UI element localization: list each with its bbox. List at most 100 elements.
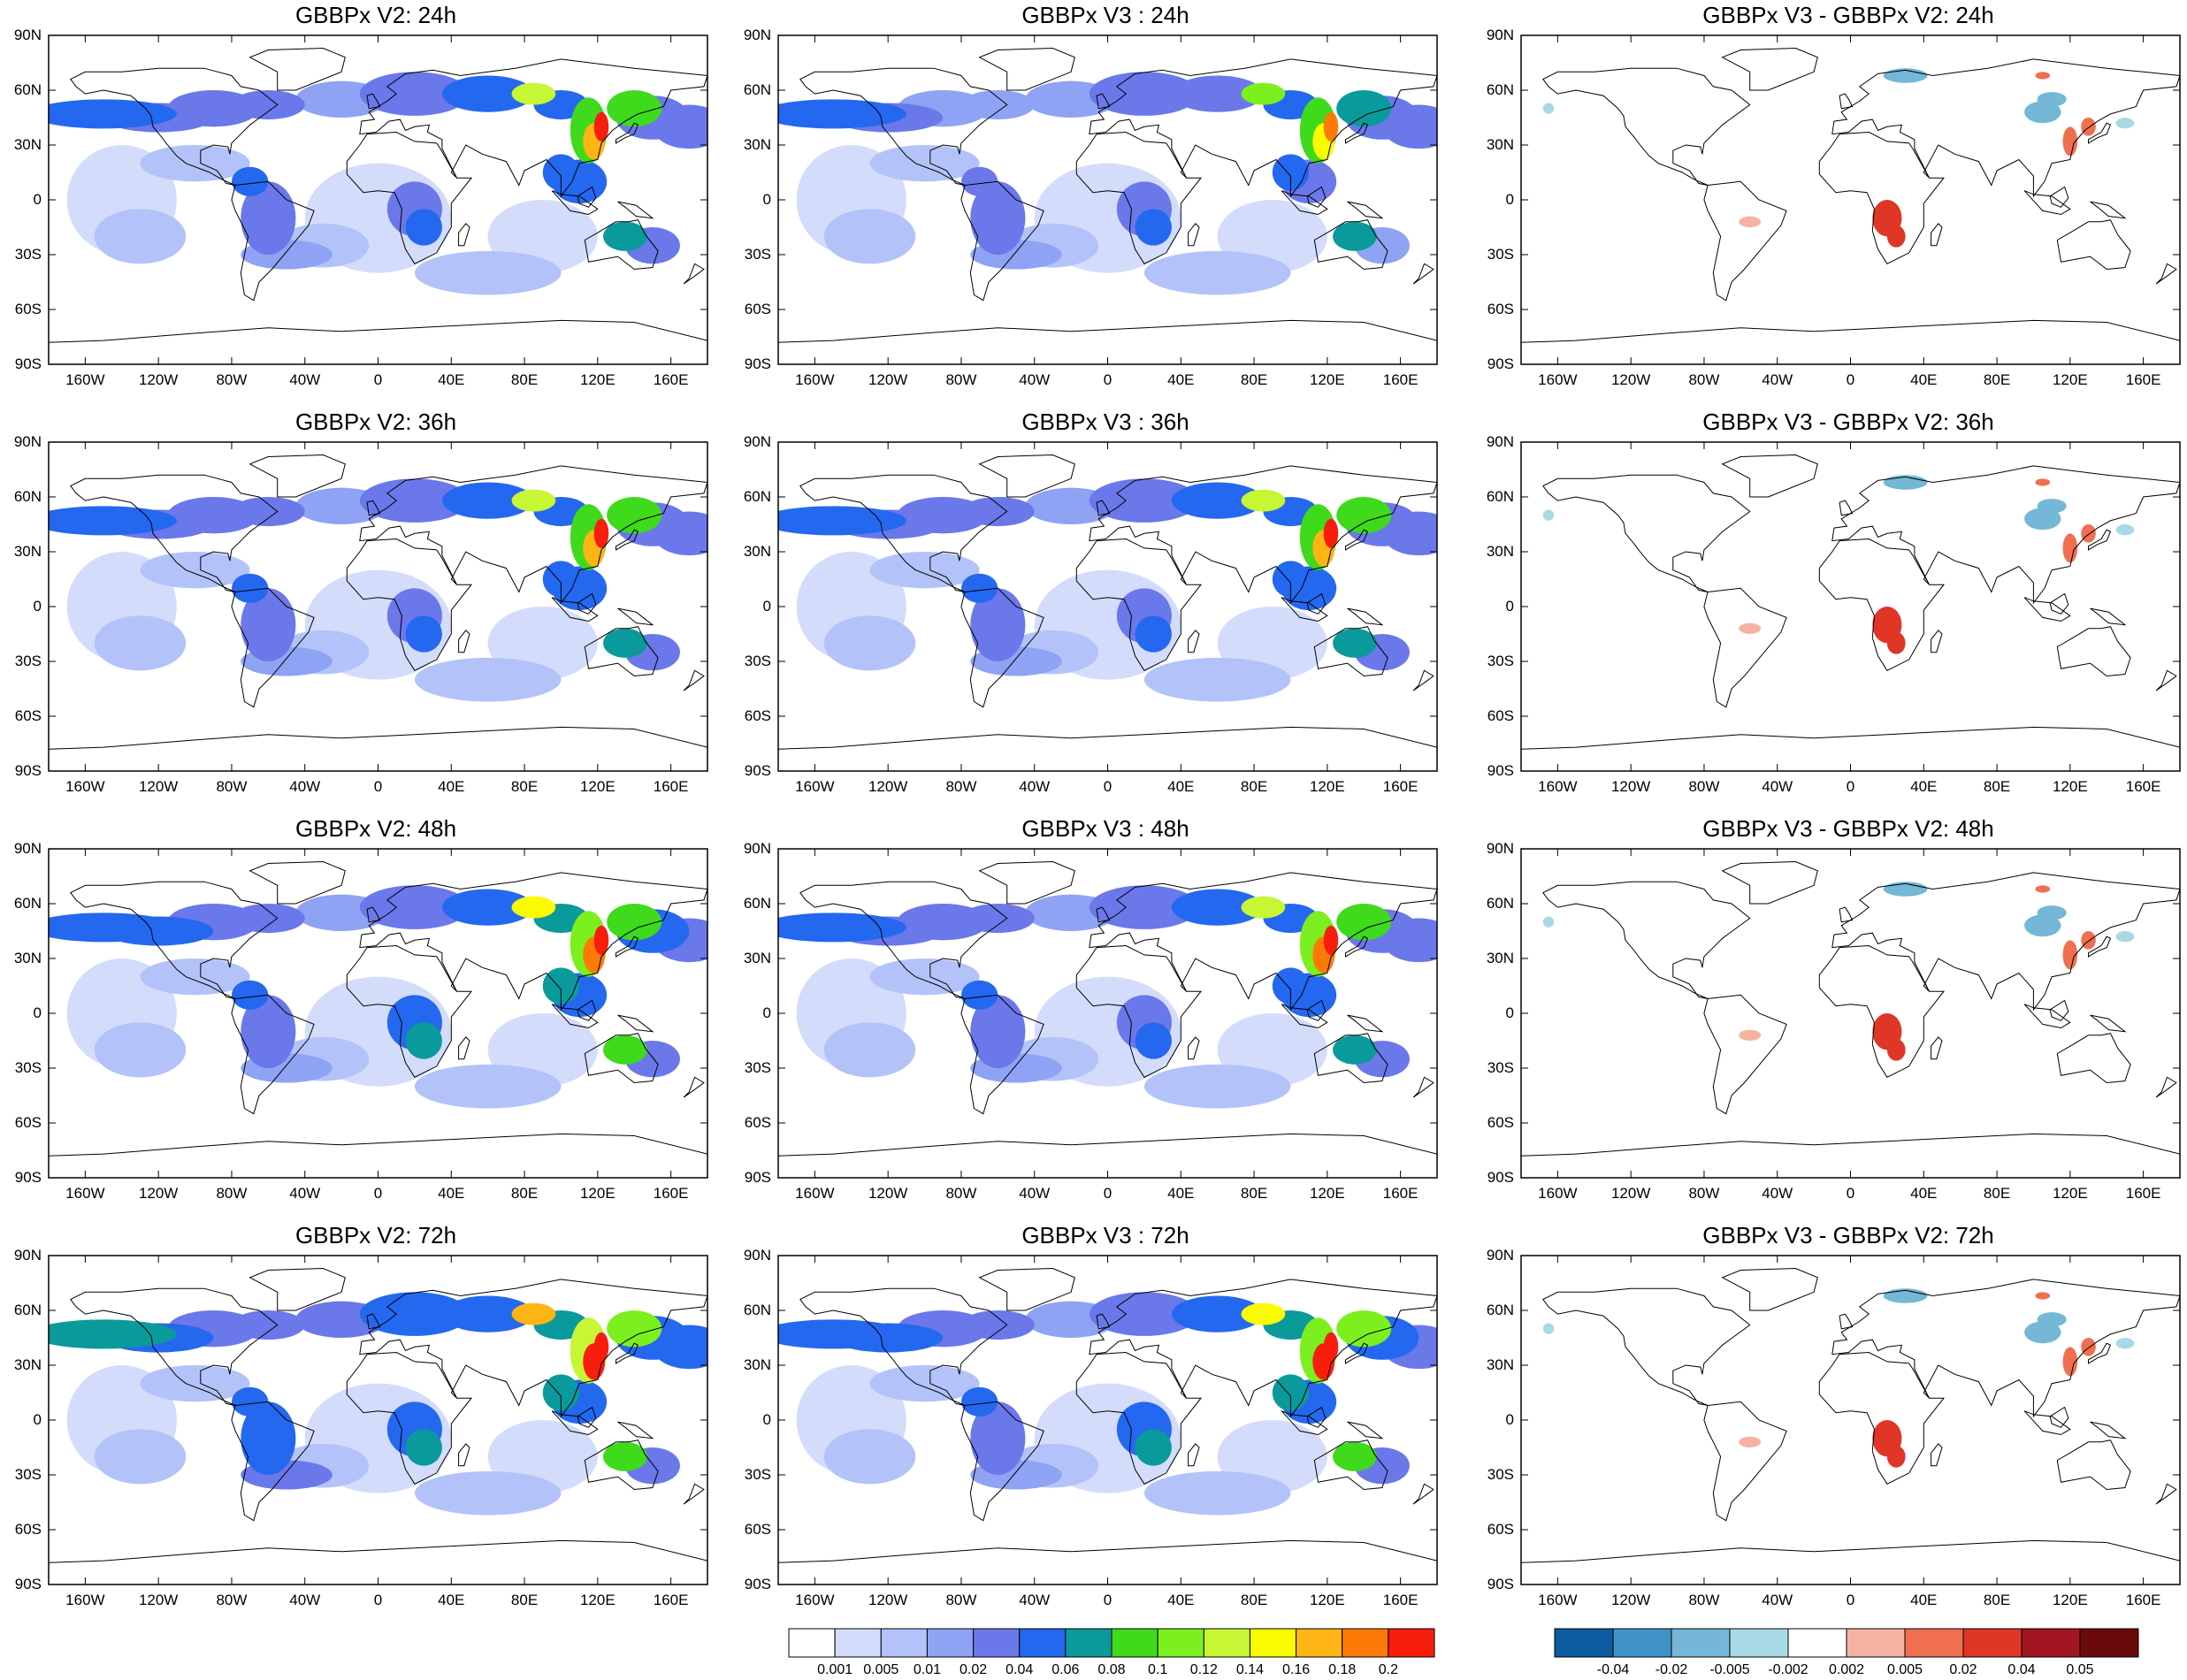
lat-tick-label: 60S [1487,1521,1514,1538]
panel-title: GBBPx V2: 72h [294,1222,457,1249]
colorbar-box [1904,1628,1964,1658]
colorbar-label: -0.002 [1768,1662,1808,1677]
field-patch [414,1470,562,1516]
field-patch [1135,615,1172,653]
lat-tick-label: 90N [743,840,771,857]
diff-patch [1739,1436,1762,1448]
lat-tick-label: 60S [744,301,771,317]
lat-tick-label: 30S [1487,246,1514,263]
field-patch [593,1332,609,1362]
coastline-australia [1313,219,1388,271]
coastline-greenland [978,47,1075,91]
lon-tick-label: 0 [373,371,383,388]
diff-colorbar [1554,1628,2139,1658]
lon-tick-label: 120W [1610,1592,1651,1608]
coastline-indonesia [551,597,599,622]
field-patch [231,980,269,1010]
lon-tick-label: 160W [795,778,835,795]
diff-patch [1542,509,1555,521]
coastline-antarctica [778,319,1437,343]
coastline-antarctica [778,1539,1437,1563]
lat-tick-label: 90S [14,762,42,779]
lon-tick-label: 40E [1910,1592,1938,1608]
coastline-antarctica [49,1133,707,1157]
coastline-australia [584,219,659,271]
map-panel [777,848,1438,1179]
coastline-newZealand [1412,263,1434,285]
lat-tick-label: 60N [13,81,42,98]
map-panel [777,441,1438,772]
field-patch [1135,1429,1172,1466]
lat-tick-label: 30N [13,136,42,153]
coastline-newZealand [683,1076,705,1098]
field-patch [140,145,250,182]
field-patch [1143,250,1291,295]
field-layer [1521,442,2180,771]
diff-patch [1886,225,1906,248]
coastline-madagascar [1188,223,1200,247]
field-patch [607,903,662,941]
panel-title: GBBPx V3 : 48h [1021,815,1189,842]
field-patch [405,209,442,246]
coastline-eurasia [1831,58,2180,198]
diff-patch [1739,1029,1762,1042]
map-panel [777,34,1438,365]
field-patch [869,958,980,996]
lat-tick-label: 60N [13,895,42,912]
field-patch [441,75,534,112]
lon-tick-label: 0 [1103,1185,1113,1202]
lat-tick-label: 30S [744,1059,771,1076]
colorbar-box [1157,1628,1204,1658]
lon-tick-label: 160E [2125,1592,2161,1608]
colorbar-label: 0.2 [1378,1662,1398,1677]
field-patch [1336,1310,1392,1348]
lat-tick-label: 60N [743,488,771,505]
lon-tick-label: 80E [510,1185,539,1202]
lat-tick-label: 0 [762,1004,771,1021]
coastline-northAmerica [70,1287,279,1406]
coastline-newGuinea [2090,607,2127,626]
coastline-southAmerica [960,180,1044,302]
lat-tick-label: 60S [14,707,42,724]
field-layer [49,1256,707,1585]
coastline-africa [1075,1351,1203,1485]
coastline-africa [346,944,473,1078]
field-patch [414,250,562,295]
lon-tick-label: 80W [216,778,248,795]
diff-patch [1886,631,1906,654]
coastline-antarctica [778,1133,1437,1157]
panel-title: GBBPx V3 : 36h [1021,409,1189,435]
lon-tick-label: 0 [373,778,383,795]
coastline-southAmerica [1703,994,1787,1115]
field-patch [231,1386,269,1417]
field-patch [593,925,609,955]
coastline-antarctica [1521,1539,2180,1563]
field-patch [593,111,609,141]
coastline-japan [2088,1342,2112,1364]
coastline-japan [1345,529,1369,551]
lat-tick-label: 0 [33,191,42,208]
coastline-southAmerica [1703,587,1787,708]
field-patch [231,166,269,196]
coastline-antarctica [778,726,1437,750]
field-patch [405,1022,442,1059]
lon-tick-label: 120W [868,1592,908,1608]
coastline-southAmerica [1703,1401,1787,1522]
lat-tick-label: 90S [14,1576,42,1592]
field-patch [1272,154,1310,191]
lon-tick-label: 120W [138,1592,179,1608]
colorbar-label: 0.18 [1328,1662,1357,1677]
diff-patch [1739,622,1762,634]
coastline-uk [1839,500,1854,516]
field-patch [778,1319,906,1349]
coastline-madagascar [1931,1443,1943,1467]
colorbar-label: 0.02 [1949,1662,1977,1677]
coastline-northAmerica [70,474,279,592]
field-patch [511,489,556,512]
lon-tick-label: 120E [2052,1185,2088,1202]
coastline-uk [366,93,381,110]
field-patch [359,478,470,523]
lon-tick-label: 80W [1688,778,1720,795]
field-patch [542,154,580,191]
coastline-newZealand [2155,669,2177,691]
